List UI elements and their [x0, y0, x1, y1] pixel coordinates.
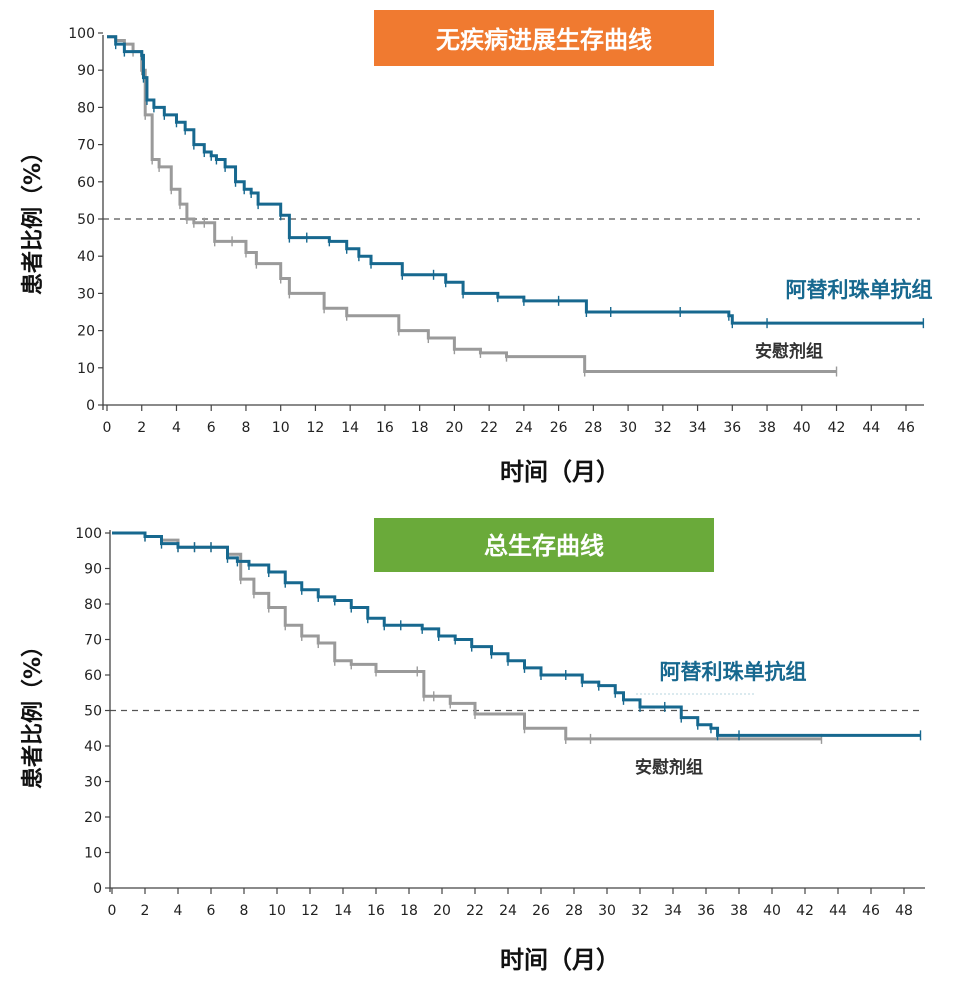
pfs-x-tick-label: 8	[241, 420, 250, 436]
os-y-tick-label: 70	[84, 633, 102, 649]
pfs-placebo-curve	[107, 35, 837, 374]
pfs-y-tick-label: 80	[77, 100, 95, 116]
pfs-y-tick-label: 60	[77, 175, 95, 191]
os-x-tick-label: 32	[631, 903, 649, 919]
pfs-title: 无疾病进展生存曲线	[436, 26, 652, 54]
pfs-x-tick-label: 22	[480, 420, 498, 436]
pfs-y-tick-label: 20	[77, 324, 95, 340]
os-x-tick-label: 12	[301, 903, 319, 919]
pfs-y-tick-label: 0	[86, 398, 95, 414]
os-x-tick-label: 20	[433, 903, 451, 919]
os-x-tick-label: 16	[367, 903, 385, 919]
pfs-x-tick-label: 6	[207, 420, 216, 436]
os-y-tick-label: 20	[84, 810, 102, 826]
os-y-tick-label: 60	[84, 668, 102, 684]
pfs-x-tick-label: 32	[654, 420, 672, 436]
pfs-x-tick-label: 34	[689, 420, 707, 436]
os-y-tick-label: 40	[84, 739, 102, 755]
pfs-y-tick-label: 70	[77, 138, 95, 154]
pfs-y-axis-title: 患者比例（%）	[20, 141, 46, 295]
os-x-tick-label: 48	[895, 903, 913, 919]
os-x-axis-title: 时间（月）	[500, 946, 620, 974]
os-x-tick-label: 2	[141, 903, 150, 919]
os-x-tick-label: 42	[796, 903, 814, 919]
pfs-placebo-label: 安慰剂组	[755, 341, 823, 362]
os-x-tick-label: 6	[207, 903, 216, 919]
pfs-x-tick-label: 16	[376, 420, 394, 436]
pfs-y-tick-label: 40	[77, 249, 95, 265]
pfs-x-tick-label: 2	[137, 420, 146, 436]
pfs-x-tick-label: 20	[445, 420, 463, 436]
pfs-y-tick-label: 90	[77, 63, 95, 79]
os-x-tick-label: 10	[268, 903, 286, 919]
os-y-tick-label: 0	[93, 881, 102, 897]
os-x-tick-label: 40	[763, 903, 781, 919]
os-x-tick-label: 28	[565, 903, 583, 919]
pfs-x-tick-label: 18	[411, 420, 429, 436]
os-x-tick-label: 34	[664, 903, 682, 919]
pfs-x-tick-label: 30	[619, 420, 637, 436]
pfs-x-tick-label: 46	[897, 420, 915, 436]
os-x-tick-label: 22	[466, 903, 484, 919]
pfs-x-tick-label: 14	[341, 420, 359, 436]
os-y-tick-label: 100	[75, 526, 102, 542]
pfs-y-tick-label: 10	[77, 361, 95, 377]
os-y-tick-label: 50	[84, 704, 102, 720]
os-y-tick-label: 90	[84, 562, 102, 578]
os-banner	[374, 518, 714, 572]
pfs-x-tick-label: 40	[793, 420, 811, 436]
pfs-x-tick-label: 26	[550, 420, 568, 436]
os-x-tick-label: 0	[108, 903, 117, 919]
os-y-axis-title: 患者比例（%）	[20, 635, 46, 789]
os-x-tick-label: 30	[598, 903, 616, 919]
pfs-x-tick-label: 24	[515, 420, 533, 436]
pfs-x-tick-label: 44	[862, 420, 880, 436]
pfs-y-tick-label: 100	[68, 26, 95, 42]
os-y-tick-label: 30	[84, 775, 102, 791]
pfs-x-tick-label: 10	[272, 420, 290, 436]
os-treatment-label: 阿替利珠单抗组	[660, 660, 807, 684]
pfs-x-tick-label: 28	[584, 420, 602, 436]
os-x-tick-label: 36	[697, 903, 715, 919]
pfs-x-tick-label: 36	[723, 420, 741, 436]
pfs-x-tick-label: 38	[758, 420, 776, 436]
pfs-x-tick-label: 4	[172, 420, 181, 436]
pfs-banner	[374, 10, 714, 66]
pfs-y-tick-label: 50	[77, 212, 95, 228]
os-x-tick-label: 8	[240, 903, 249, 919]
os-x-tick-label: 18	[400, 903, 418, 919]
os-title: 总生存曲线	[484, 532, 604, 560]
os-y-tick-label: 10	[84, 846, 102, 862]
os-x-tick-label: 38	[730, 903, 748, 919]
os-x-tick-label: 14	[334, 903, 352, 919]
os-x-tick-label: 24	[499, 903, 517, 919]
os-y-tick-label: 80	[84, 597, 102, 613]
os-x-tick-label: 44	[829, 903, 847, 919]
os-x-tick-label: 4	[174, 903, 183, 919]
pfs-y-tick-label: 30	[77, 286, 95, 302]
pfs-treatment-label: 阿替利珠单抗组	[786, 278, 933, 302]
pfs-x-axis-title: 时间（月）	[500, 458, 620, 486]
pfs-x-tick-label: 12	[307, 420, 325, 436]
os-x-tick-label: 46	[862, 903, 880, 919]
os-placebo-label: 安慰剂组	[635, 757, 703, 778]
os-x-tick-label: 26	[532, 903, 550, 919]
pfs-x-tick-label: 0	[103, 420, 112, 436]
pfs-x-tick-label: 42	[828, 420, 846, 436]
